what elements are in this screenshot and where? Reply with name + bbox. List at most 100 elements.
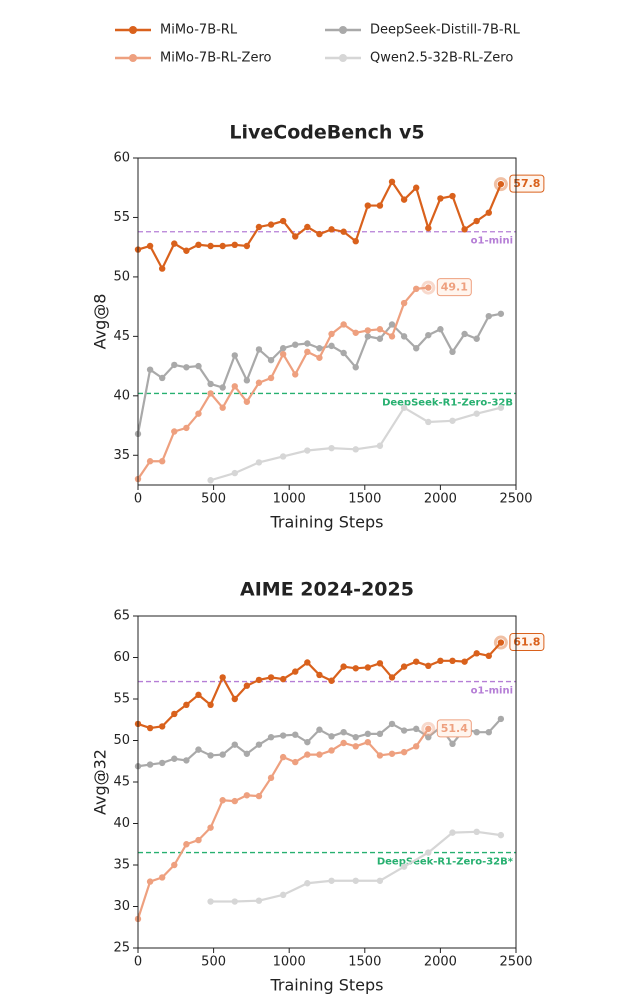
- data-point: [267, 674, 275, 681]
- data-point: [146, 242, 154, 250]
- data-point: [231, 383, 238, 390]
- data-point: [292, 758, 299, 766]
- data-point: [243, 377, 251, 384]
- series-line: [137, 641, 502, 730]
- data-point: [171, 861, 178, 869]
- data-point: [449, 192, 456, 200]
- x-tick-label: 0: [134, 955, 142, 970]
- data-point: [425, 418, 432, 426]
- data-point: [243, 750, 251, 757]
- data-point: [461, 330, 468, 338]
- data-point: [316, 671, 323, 679]
- end-label-box: [509, 174, 545, 193]
- data-point: [449, 417, 456, 424]
- data-point: [388, 720, 396, 728]
- data-point: [171, 361, 178, 369]
- data-point: [364, 664, 372, 671]
- legend-marker: [339, 26, 347, 34]
- data-point: [328, 226, 335, 233]
- data-point: [219, 384, 226, 391]
- data-point: [425, 662, 432, 669]
- data-point: [400, 863, 408, 870]
- data-point: [207, 242, 214, 250]
- data-point: [292, 341, 299, 348]
- data-point: [279, 351, 287, 358]
- data-point: [413, 725, 420, 733]
- series-line: [136, 312, 502, 435]
- data-point: [255, 792, 263, 800]
- data-point: [352, 743, 359, 750]
- data-point: [400, 727, 408, 734]
- reference-label: o1-mini: [471, 236, 513, 247]
- data-point: [400, 333, 408, 340]
- data-point: [388, 674, 396, 681]
- plot-frame: [137, 157, 517, 486]
- x-tick-label: 2000: [424, 492, 457, 507]
- x-tick-label: 2000: [424, 955, 457, 970]
- legend-label: Qwen2.5-32B-RL-Zero: [370, 51, 513, 66]
- end-label-box: [436, 278, 472, 297]
- x-tick-label: 1500: [348, 955, 381, 970]
- data-point: [352, 665, 359, 672]
- data-point: [231, 741, 238, 748]
- data-point: [388, 750, 396, 757]
- legend-marker: [129, 54, 137, 62]
- data-point: [497, 639, 505, 646]
- y-tick-label: 50: [113, 269, 130, 284]
- data-point: [425, 331, 432, 339]
- data-point: [292, 371, 299, 378]
- end-halo: [493, 177, 508, 192]
- data-point: [219, 797, 226, 804]
- data-point: [352, 329, 359, 336]
- data-point: [376, 660, 384, 667]
- data-point: [207, 824, 214, 831]
- data-point: [328, 733, 335, 740]
- end-halo: [421, 721, 436, 736]
- data-point: [158, 374, 166, 382]
- y-tick-label: 35: [113, 858, 130, 873]
- reference-label: DeepSeek-R1-Zero-32B: [382, 397, 513, 408]
- data-point: [497, 404, 505, 411]
- legend-label: MiMo-7B-RL: [160, 23, 238, 38]
- data-point: [158, 458, 166, 465]
- y-tick-label: 30: [113, 899, 130, 914]
- data-point: [364, 738, 372, 746]
- y-tick-label: 25: [113, 941, 130, 956]
- y-tick-label: 40: [113, 816, 130, 831]
- data-point: [231, 695, 238, 703]
- data-point: [316, 345, 323, 352]
- series-line: [137, 286, 429, 480]
- data-point: [231, 241, 238, 249]
- data-point: [255, 379, 263, 386]
- data-point: [207, 390, 214, 397]
- data-point: [340, 349, 347, 357]
- data-point: [425, 733, 432, 741]
- data-point: [171, 428, 178, 435]
- data-point: [292, 233, 299, 240]
- end-label-box: [509, 633, 545, 652]
- legend-label: MiMo-7B-RL-Zero: [160, 51, 272, 66]
- data-point: [207, 752, 214, 759]
- data-point: [316, 354, 323, 361]
- data-point: [267, 733, 275, 741]
- data-point: [376, 326, 384, 333]
- data-point: [279, 753, 287, 761]
- data-point: [376, 202, 384, 209]
- data-point: [388, 178, 396, 185]
- data-point: [328, 747, 335, 754]
- data-point: [292, 668, 299, 675]
- data-point: [195, 362, 202, 370]
- data-point: [437, 326, 444, 333]
- y-tick-label: 65: [113, 609, 130, 624]
- data-point: [171, 710, 178, 718]
- reference-label: o1-mini: [471, 686, 513, 697]
- data-point: [364, 327, 372, 334]
- data-point: [340, 663, 347, 670]
- data-point: [279, 732, 287, 739]
- data-point: [195, 746, 202, 753]
- end-label-box: [436, 719, 472, 738]
- data-point: [485, 209, 492, 216]
- x-tick-label: 2500: [499, 955, 532, 970]
- data-point: [316, 230, 323, 238]
